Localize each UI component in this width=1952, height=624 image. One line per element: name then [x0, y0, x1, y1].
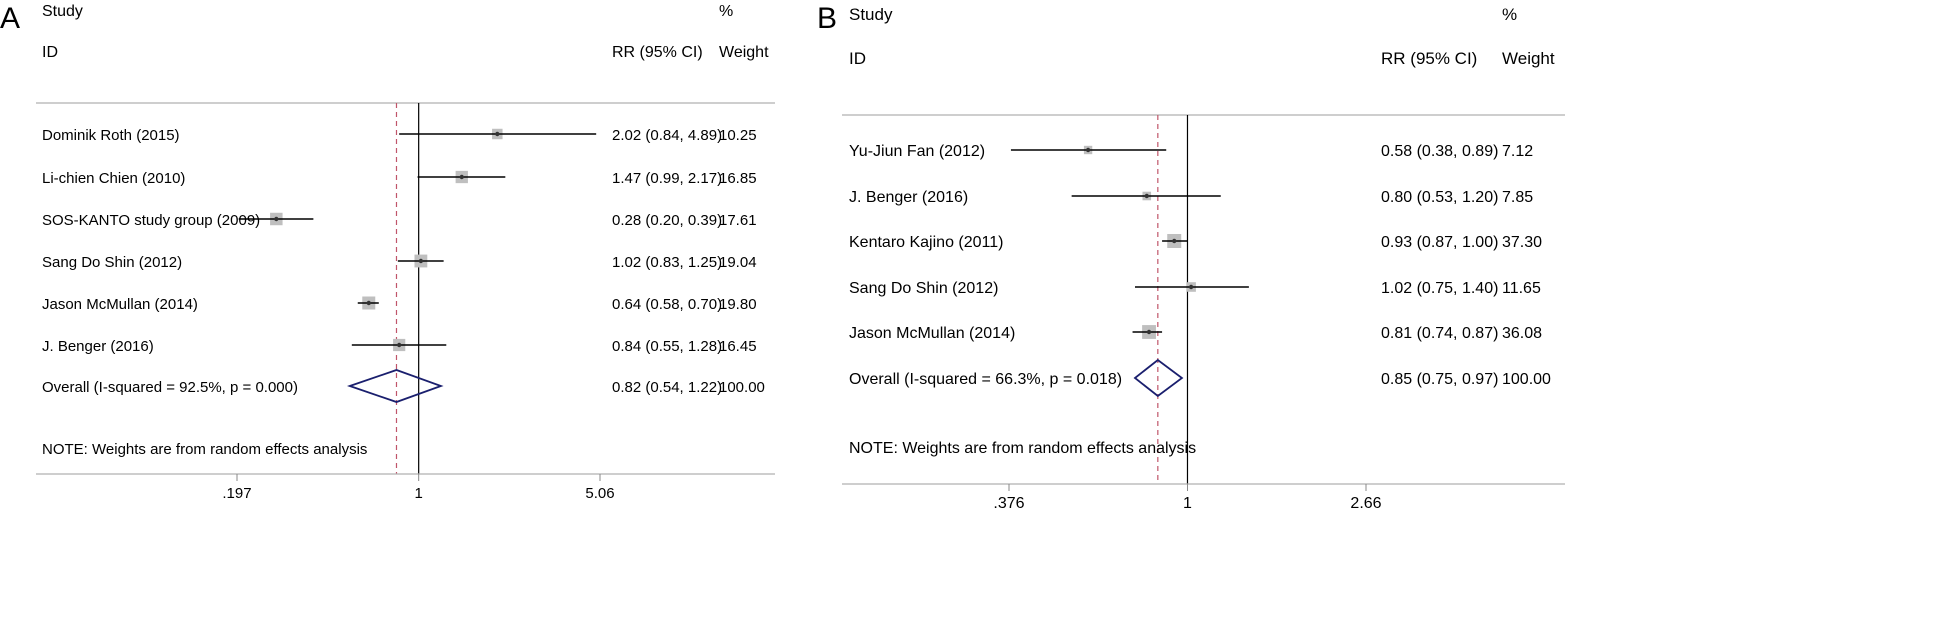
study-ci-text: 2.02 (0.84, 4.89): [612, 127, 722, 144]
study-weight-text: 17.61: [719, 212, 757, 229]
study-ci-text: 0.93 (0.87, 1.00): [1381, 234, 1498, 251]
study-point: [495, 131, 500, 137]
header-rr-ci: RR (95% CI): [612, 44, 703, 61]
study-name: Jason McMullan (2014): [42, 296, 198, 313]
overall-diamond: [346, 369, 444, 403]
study-ci-text: 0.28 (0.20, 0.39): [612, 212, 722, 229]
header-study: Study: [849, 5, 893, 24]
study-point: [1188, 284, 1194, 290]
header-weight: Weight: [1502, 49, 1555, 68]
study-point: [1172, 238, 1177, 244]
study-name: Li-chien Chien (2010): [42, 170, 185, 187]
header-percent: %: [719, 3, 733, 20]
x-tick-label: 5.06: [585, 485, 614, 502]
panel-label: B: [817, 2, 837, 35]
study-weight-text: 11.65: [1502, 280, 1541, 297]
study-name: SOS-KANTO study group (2009): [42, 212, 260, 229]
study-point: [274, 216, 279, 222]
study-ci-text: 0.81 (0.74, 0.87): [1381, 325, 1498, 342]
header-study: Study: [42, 3, 83, 20]
study-point: [1146, 329, 1152, 335]
weights-note: NOTE: Weights are from random effects an…: [42, 441, 367, 458]
study-weight-text: 37.30: [1502, 234, 1542, 251]
overall-label: Overall (I-squared = 92.5%, p = 0.000): [42, 379, 298, 396]
overall-label: Overall (I-squared = 66.3%, p = 0.018): [849, 371, 1122, 388]
study-name: Yu-Jiun Fan (2012): [849, 143, 985, 160]
weights-note: NOTE: Weights are from random effects an…: [849, 440, 1196, 457]
study-name: J. Benger (2016): [849, 189, 968, 206]
study-ci-text: 1.02 (0.75, 1.40): [1381, 280, 1498, 297]
header-rr-ci: RR (95% CI): [1381, 49, 1477, 68]
overall-ci-text: 0.82 (0.54, 1.22): [612, 379, 722, 396]
x-tick-label: 1: [1183, 495, 1192, 512]
study-weight-text: 7.12: [1502, 143, 1533, 160]
study-point: [1144, 193, 1149, 199]
study-ci-text: 0.80 (0.53, 1.20): [1381, 189, 1498, 206]
overall-weight-text: 100.00: [1502, 371, 1551, 388]
x-tick-label: 2.66: [1350, 495, 1381, 512]
x-tick-label: .197: [222, 485, 251, 502]
panel-label: A: [0, 2, 20, 35]
study-weight-text: 19.80: [719, 296, 757, 313]
study-name: Jason McMullan (2014): [849, 325, 1015, 342]
header-id: ID: [42, 44, 58, 61]
study-ci-text: 0.64 (0.58, 0.70): [612, 296, 722, 313]
study-weight-text: 19.04: [719, 254, 757, 271]
study-name: Sang Do Shin (2012): [849, 280, 998, 297]
study-weight-text: 36.08: [1502, 325, 1542, 342]
x-tick-label: .376: [993, 495, 1024, 512]
overall-weight-text: 100.00: [719, 379, 765, 396]
study-point: [366, 300, 371, 306]
header-id: ID: [849, 49, 866, 68]
study-ci-text: 0.84 (0.55, 1.28): [612, 338, 722, 355]
study-point: [459, 174, 464, 180]
header-percent: %: [1502, 5, 1517, 24]
forest-panel-b: B Study ID% RR (95% CI) Weight Yu-Jiun Fan (2…: [817, 2, 1565, 512]
study-ci-text: 1.02 (0.83, 1.25): [612, 254, 722, 271]
x-tick-label: 1: [415, 485, 423, 502]
study-name: Sang Do Shin (2012): [42, 254, 182, 271]
overall-ci-text: 0.85 (0.75, 0.97): [1381, 371, 1498, 388]
study-name: J. Benger (2016): [42, 338, 154, 355]
study-weight-text: 7.85: [1502, 189, 1533, 206]
study-weight-text: 10.25: [719, 127, 757, 144]
study-point: [418, 258, 424, 264]
study-ci-text: 0.58 (0.38, 0.89): [1381, 143, 1498, 160]
forest-panel-a: A Study ID% RR (95% CI) Weight Dominik Roth (…: [0, 2, 775, 502]
header-weight: Weight: [719, 44, 769, 61]
study-name: Kentaro Kajino (2011): [849, 234, 1003, 251]
overall-diamond: [1133, 358, 1184, 398]
study-ci-text: 1.47 (0.99, 2.17): [612, 170, 722, 187]
study-weight-text: 16.85: [719, 170, 757, 187]
study-name: Dominik Roth (2015): [42, 127, 180, 144]
study-weight-text: 16.45: [719, 338, 757, 355]
study-point: [396, 342, 402, 348]
study-point: [1085, 147, 1091, 153]
